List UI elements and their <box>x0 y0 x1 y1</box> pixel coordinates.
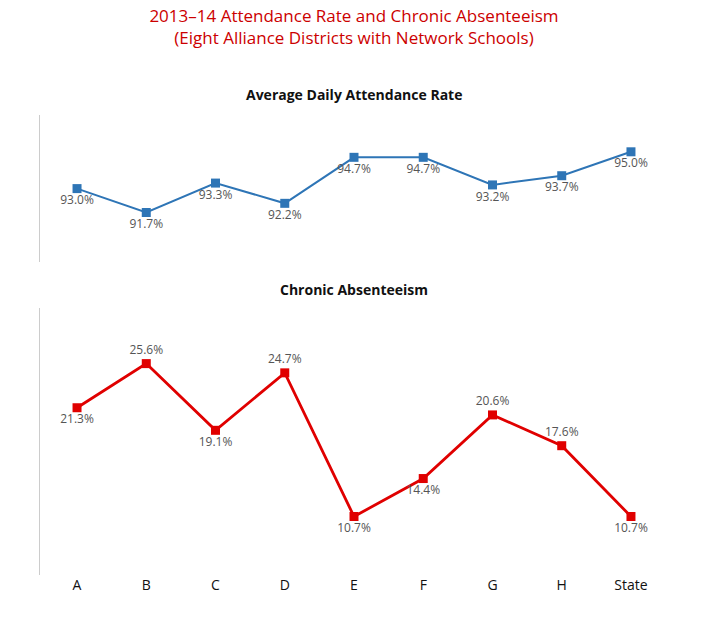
svg-text:93.3%: 93.3% <box>199 186 233 203</box>
svg-text:19.1%: 19.1% <box>199 433 233 450</box>
svg-text:D: D <box>280 575 290 594</box>
svg-text:Average Daily Attendance Rate: Average Daily Attendance Rate <box>246 85 462 104</box>
svg-text:17.6%: 17.6% <box>545 423 579 440</box>
svg-text:14.4%: 14.4% <box>406 481 440 498</box>
svg-text:10.7%: 10.7% <box>614 519 648 536</box>
svg-text:State: State <box>614 575 647 594</box>
svg-text:92.2%: 92.2% <box>268 206 302 223</box>
svg-text:93.7%: 93.7% <box>545 178 579 195</box>
svg-text:95.0%: 95.0% <box>614 154 648 171</box>
svg-text:91.7%: 91.7% <box>129 215 163 232</box>
svg-text:21.3%: 21.3% <box>60 410 94 427</box>
svg-text:H: H <box>557 575 567 594</box>
svg-text:Chronic Absenteeism: Chronic Absenteeism <box>280 280 428 299</box>
svg-text:A: A <box>73 575 82 594</box>
svg-text:10.7%: 10.7% <box>337 519 371 536</box>
svg-text:20.6%: 20.6% <box>476 392 510 409</box>
svg-text:G: G <box>487 575 497 594</box>
svg-text:2013–14 Attendance Rate and Ch: 2013–14 Attendance Rate and Chronic Abse… <box>149 4 558 49</box>
svg-text:C: C <box>211 575 220 594</box>
svg-text:24.7%: 24.7% <box>268 350 302 367</box>
svg-text:94.7%: 94.7% <box>406 160 440 177</box>
svg-text:94.7%: 94.7% <box>337 160 371 177</box>
svg-text:25.6%: 25.6% <box>129 341 163 358</box>
svg-text:93.0%: 93.0% <box>60 191 94 208</box>
svg-text:93.2%: 93.2% <box>476 188 510 205</box>
svg-text:E: E <box>350 575 358 594</box>
svg-text:B: B <box>142 575 151 594</box>
svg-text:F: F <box>420 575 427 594</box>
